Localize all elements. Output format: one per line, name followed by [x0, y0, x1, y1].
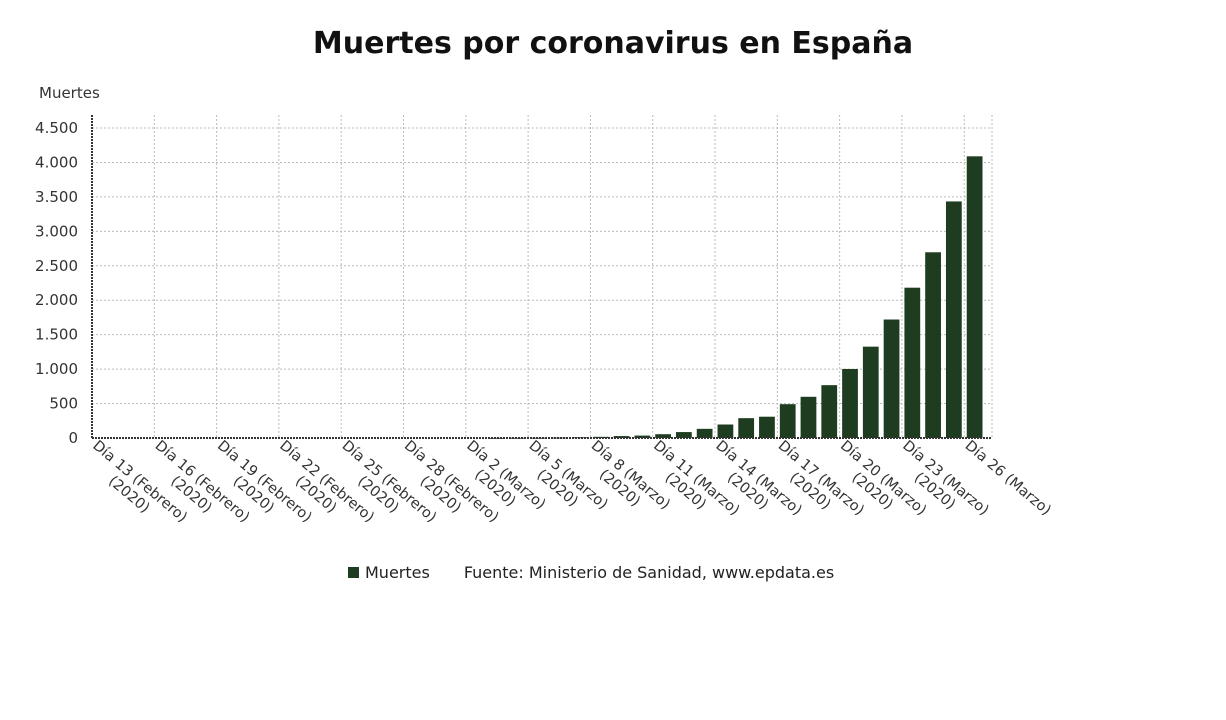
bar-21-mar — [862, 346, 879, 438]
y-tick-label: 0 — [68, 429, 78, 447]
bar-6-mar — [551, 437, 568, 439]
y-tick-label: 3.000 — [35, 222, 78, 240]
y-tick-label: 2.500 — [35, 257, 78, 275]
bar-7-mar — [572, 437, 588, 439]
y-tick-label: 3.500 — [35, 188, 78, 206]
bar-15-mar — [738, 418, 755, 438]
bar-25-mar — [945, 201, 962, 438]
bar-17-mar — [779, 404, 796, 438]
bar-26-mar — [966, 156, 983, 438]
legend-swatch — [348, 567, 359, 578]
bar-3-mar — [489, 437, 505, 439]
y-tick-label: 2.000 — [35, 291, 78, 309]
gridlines — [92, 115, 993, 438]
legend-label: Muertes — [365, 563, 430, 582]
y-tick-label: 500 — [49, 395, 78, 413]
y-tick-label: 4.500 — [35, 119, 78, 137]
chart-title: Muertes por coronavirus en España — [312, 26, 914, 61]
bar-19-mar — [821, 385, 838, 438]
bar-11-mar — [655, 434, 671, 438]
y-tick-label: 4.000 — [35, 153, 78, 171]
y-tick-label: 1.000 — [35, 360, 78, 378]
y-axis-label: Muertes — [39, 84, 100, 102]
source-note: Fuente: Ministerio de Sanidad, www.epdat… — [463, 563, 835, 582]
y-tick-label: 1.500 — [35, 326, 78, 344]
x-tick-labels: Día 13 (Febrero)(2020) Día 16 (Febrero)(2… — [89, 438, 1053, 526]
bar-14-mar — [717, 424, 734, 438]
bar-22-mar — [883, 319, 900, 438]
bar-24-mar — [925, 252, 941, 438]
bars — [489, 156, 983, 439]
bar-20-mar — [842, 368, 858, 438]
bar-23-mar — [904, 287, 921, 438]
legend: Muertes Fuente: Ministerio de Sanidad, w… — [348, 563, 834, 582]
bar-13-mar — [696, 428, 713, 438]
bar-16-mar — [759, 416, 775, 438]
bar-18-mar — [800, 396, 817, 438]
y-tick-labels: 0 500 1.000 1.500 2.000 2.500 3.000 3.500 4.000 4… — [35, 119, 78, 447]
bar-12-mar — [675, 432, 692, 438]
bar-10-mar — [634, 435, 651, 438]
bar-4-mar — [509, 437, 526, 439]
bar-5-mar — [530, 437, 547, 439]
